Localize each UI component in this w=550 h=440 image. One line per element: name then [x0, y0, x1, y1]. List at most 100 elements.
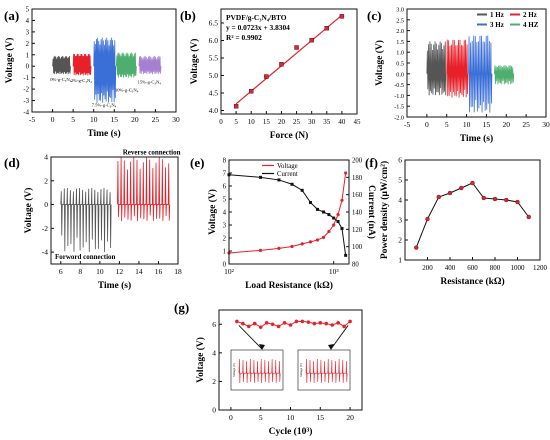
y2-tick-label: 180: [352, 175, 363, 182]
x-axis-label: Cycle (10³): [269, 426, 313, 437]
y-tick-label: 8: [223, 158, 227, 165]
y-tick-label: 6: [223, 184, 227, 191]
x-tick-label: 40: [338, 118, 346, 126]
x-tick-label: 14: [135, 267, 143, 276]
y-tick-label: 1: [398, 256, 402, 265]
data-point: [258, 325, 263, 329]
x-tick-label: 16: [155, 267, 163, 276]
data-point: [436, 194, 441, 200]
y-tick-label: -3: [23, 98, 29, 105]
data-point: [290, 244, 294, 249]
data-point: [336, 220, 340, 224]
data-point: [327, 229, 331, 234]
y-tick-label: 6: [398, 156, 402, 165]
data-point: [414, 245, 419, 250]
data-point: [233, 104, 239, 109]
y2-tick-label: 160: [352, 192, 363, 199]
x-tick-label: 10: [90, 115, 98, 124]
panel-label-d: (d): [4, 155, 20, 170]
data-point: [277, 178, 281, 182]
x-tick-label: 600: [467, 264, 478, 272]
y-tick-label: 3: [26, 29, 30, 36]
data-point: [264, 74, 269, 79]
y-tick-label: 4.5: [209, 89, 219, 98]
arrow-head: [328, 344, 334, 350]
fit-line: [235, 14, 343, 105]
data-point: [515, 199, 520, 205]
x-axis-label: Time (s): [98, 280, 131, 291]
y2-tick-label: 80: [352, 262, 359, 269]
data-point: [332, 223, 336, 227]
x-tick-label: 0: [219, 118, 223, 126]
data-point: [306, 320, 311, 324]
data-point: [339, 14, 345, 19]
signal-trace: [138, 55, 162, 75]
plot-frame: [50, 156, 179, 265]
x-tick-label: 18: [174, 267, 182, 276]
y-tick-label: 5: [398, 176, 402, 185]
x-tick-label: 1000: [511, 264, 526, 272]
data-point: [308, 240, 313, 244]
y-axis-label: Power density (μW/cm²): [379, 161, 390, 259]
signal-trace: [72, 53, 92, 76]
panel-d-chart: Reverse connection Forword connection 6 8 10…: [23, 149, 182, 291]
data-point: [246, 324, 251, 329]
x-tick-label: 8: [78, 267, 82, 276]
panel-label-f: (f): [365, 155, 378, 170]
data-point: [425, 216, 430, 222]
y-tick-label: 2: [398, 236, 402, 245]
x-tick-label: 15: [111, 115, 119, 124]
data-point: [344, 253, 348, 257]
data-point: [322, 210, 326, 214]
y-tick-label: 0: [223, 262, 227, 269]
y-tick-label: -1.5: [394, 104, 404, 111]
signal-trace: [60, 187, 112, 253]
x-tick-label: 10²: [224, 267, 235, 276]
y-tick-label: -2: [42, 224, 48, 233]
series-annotation: Forword connection: [55, 253, 116, 261]
x-tick-label: 45: [354, 118, 362, 126]
data-point: [344, 171, 348, 175]
x-tick-label: 20: [503, 120, 511, 129]
y-axis-label: Voltage (V): [374, 40, 385, 86]
data-point: [277, 246, 281, 250]
data-point: [290, 182, 294, 186]
panel-f-chart: 200 400 600 800 1000 1200 1 2 3 4 5 6 Resistance (kΩ…: [379, 156, 548, 288]
y-axis-label: Voltage (V): [195, 337, 206, 383]
x-tick-label: 400: [445, 264, 456, 272]
callout-arrow: [330, 325, 349, 350]
x-tick-label: 5: [234, 118, 238, 126]
y-tick-label: -4: [23, 110, 29, 117]
series-annotation: Reverse connection: [123, 149, 181, 157]
data-point: [279, 62, 284, 67]
data-point: [481, 195, 486, 201]
y-tick-label: -0.5: [394, 82, 404, 89]
legend-label: Current: [277, 171, 298, 178]
y-tick-label: 4: [26, 18, 30, 25]
y-tick-label: 5: [223, 197, 227, 204]
fit-annotation: PVDF/g-C₃N₄/BTO: [226, 13, 287, 22]
x-tick-label: 800: [490, 264, 501, 272]
signal-trace: [52, 55, 71, 75]
series-annotation: 2%-g-C₃N₄: [71, 78, 92, 83]
y2-axis-label: Current (nA): [366, 185, 377, 239]
inset-trace: [238, 358, 281, 384]
data-point: [258, 248, 263, 252]
y-tick-label: 1.5: [396, 39, 404, 46]
data-point: [264, 321, 269, 325]
x-tick-label: 30: [542, 120, 550, 129]
x-axis-label: Time (s): [87, 128, 120, 139]
data-point: [504, 197, 509, 203]
signal-trace: [468, 35, 493, 113]
signal-trace: [115, 52, 137, 78]
y2-tick-label: 120: [352, 227, 363, 234]
y-tick-label: -2: [23, 87, 29, 94]
x-tick-label: 10: [96, 267, 104, 276]
y-tick-label: 0.0: [396, 71, 404, 78]
y-tick-label: 0: [26, 64, 30, 71]
data-point: [276, 324, 281, 329]
y-tick-label: 0.5: [396, 61, 404, 68]
x-tick-label: 35: [323, 118, 331, 126]
y-tick-label: 1: [26, 52, 29, 59]
